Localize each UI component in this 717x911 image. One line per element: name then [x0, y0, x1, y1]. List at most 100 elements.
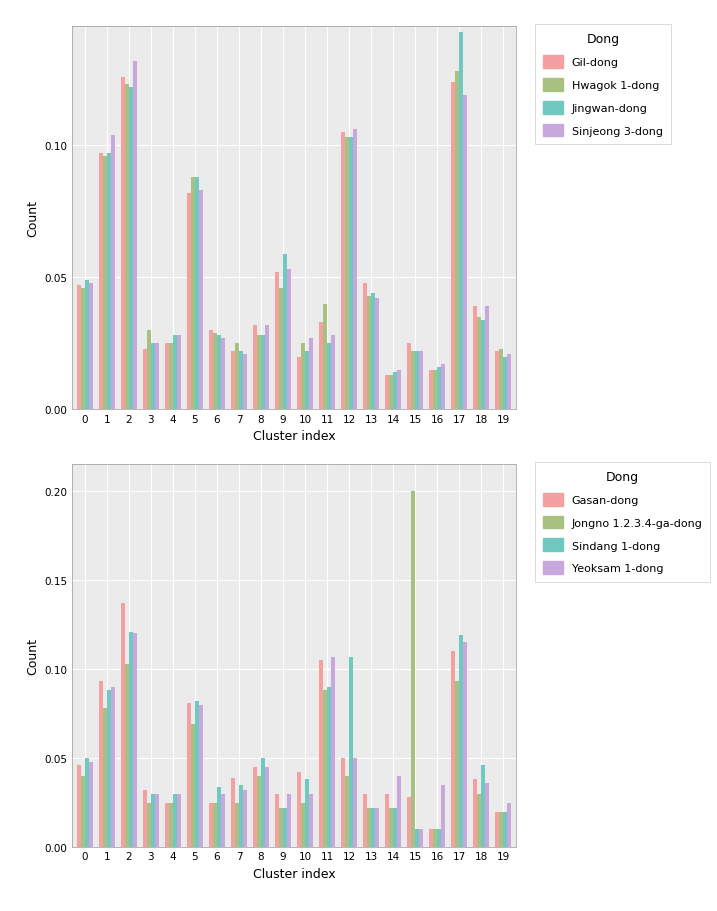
Bar — [331, 657, 335, 847]
Bar — [195, 701, 199, 847]
Bar — [477, 793, 481, 847]
Bar — [301, 344, 305, 410]
Bar — [437, 368, 441, 410]
Bar — [147, 803, 151, 847]
Bar — [349, 138, 353, 410]
Bar — [165, 344, 169, 410]
Bar — [485, 783, 489, 847]
Bar — [323, 691, 327, 847]
Bar — [187, 193, 191, 410]
Bar — [89, 762, 92, 847]
Bar — [187, 703, 191, 847]
Bar — [275, 272, 279, 410]
Bar — [473, 307, 477, 410]
Bar — [103, 157, 107, 410]
Bar — [371, 294, 375, 410]
Bar — [217, 787, 221, 847]
Bar — [499, 349, 503, 410]
Bar — [353, 758, 357, 847]
Bar — [199, 705, 203, 847]
Bar — [231, 352, 235, 410]
Bar — [283, 254, 287, 410]
Bar — [279, 808, 283, 847]
Bar — [341, 758, 345, 847]
Bar — [349, 657, 353, 847]
Legend: Gasan-dong, Jongno 1.2.3.4-ga-dong, Sindang 1-dong, Yeoksam 1-dong: Gasan-dong, Jongno 1.2.3.4-ga-dong, Sind… — [535, 463, 711, 582]
Bar — [415, 352, 419, 410]
Bar — [433, 829, 437, 847]
Bar — [287, 270, 291, 410]
Bar — [129, 632, 133, 847]
Bar — [463, 642, 467, 847]
Bar — [287, 793, 291, 847]
Bar — [275, 793, 279, 847]
Bar — [393, 808, 397, 847]
Bar — [99, 154, 103, 410]
Text: (a): (a) — [285, 475, 303, 489]
Bar — [485, 307, 489, 410]
Bar — [345, 138, 349, 410]
Bar — [199, 191, 203, 410]
Bar — [239, 785, 243, 847]
Bar — [125, 664, 129, 847]
Bar — [257, 776, 261, 847]
Bar — [103, 709, 107, 847]
Bar — [147, 331, 151, 410]
Bar — [363, 283, 367, 410]
Bar — [279, 289, 283, 410]
Bar — [437, 829, 441, 847]
Bar — [253, 325, 257, 410]
Bar — [411, 491, 415, 847]
Bar — [261, 758, 265, 847]
Bar — [345, 776, 349, 847]
Bar — [481, 321, 485, 410]
Bar — [173, 793, 177, 847]
Bar — [301, 803, 305, 847]
Bar — [173, 336, 177, 410]
Bar — [231, 778, 235, 847]
Bar — [213, 803, 217, 847]
Bar — [85, 281, 89, 410]
Bar — [495, 812, 499, 847]
Bar — [367, 296, 371, 410]
Bar — [503, 357, 507, 410]
Bar — [433, 371, 437, 410]
Bar — [375, 299, 379, 410]
X-axis label: Cluster index: Cluster index — [252, 867, 336, 880]
Bar — [393, 373, 397, 410]
Bar — [305, 352, 309, 410]
Bar — [507, 354, 511, 410]
Bar — [495, 352, 499, 410]
Bar — [397, 371, 401, 410]
Bar — [503, 812, 507, 847]
Bar — [265, 325, 269, 410]
Bar — [107, 154, 111, 410]
Bar — [221, 793, 225, 847]
Bar — [455, 681, 459, 847]
Bar — [133, 62, 137, 410]
Bar — [283, 808, 287, 847]
Bar — [209, 803, 213, 847]
Bar — [81, 776, 85, 847]
Bar — [473, 780, 477, 847]
Bar — [407, 797, 411, 847]
Bar — [419, 352, 423, 410]
Bar — [121, 603, 125, 847]
Bar — [319, 322, 323, 410]
Legend: Gil-dong, Hwagok 1-dong, Jingwan-dong, Sinjeong 3-dong: Gil-dong, Hwagok 1-dong, Jingwan-dong, S… — [535, 26, 670, 145]
Bar — [397, 776, 401, 847]
Y-axis label: Count: Count — [26, 200, 39, 237]
Bar — [389, 375, 393, 410]
Bar — [177, 336, 181, 410]
Bar — [235, 344, 239, 410]
Bar — [239, 352, 243, 410]
Bar — [111, 136, 115, 410]
Bar — [481, 765, 485, 847]
Bar — [111, 687, 115, 847]
Bar — [125, 86, 129, 410]
Bar — [463, 96, 467, 410]
Bar — [353, 130, 357, 410]
Y-axis label: Count: Count — [26, 638, 39, 674]
Bar — [459, 636, 463, 847]
Bar — [129, 88, 133, 410]
